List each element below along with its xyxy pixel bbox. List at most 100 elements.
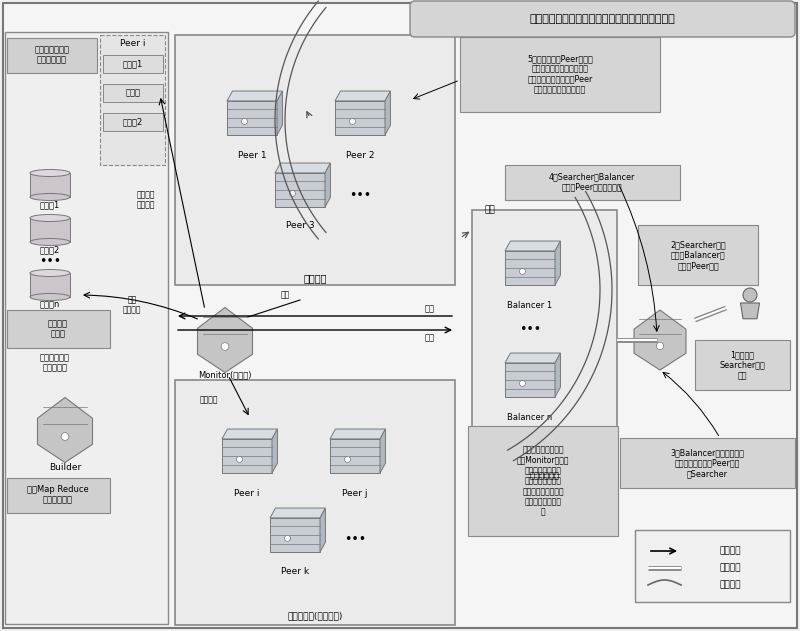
Bar [100,35,165,165]
Polygon shape [272,429,278,473]
Bar [103,55,163,73]
Text: 调用关系: 调用关系 [720,546,742,555]
Text: 3、Balancer接受请求，根
据负载选择合适的Peer返回
给Searcher: 3、Balancer接受请求，根 据负载选择合适的Peer返回 给Searche… [670,448,744,478]
Text: 负载均衡模块: 负载均衡模块 [530,471,560,480]
Bar [620,438,795,488]
Bar [695,340,790,390]
Text: 并行创建索引
存储索引块: 并行创建索引 存储索引块 [40,353,70,373]
Circle shape [61,433,69,440]
Text: 当发现稳定的索索并
后，Monitor将要求
非工作集群进行切
换，成功后进行切
换，使之成为工作集
前，前工作集群淘
置: 当发现稳定的索索并 后，Monitor将要求 非工作集群进行切 换，成功后进行切… [517,445,570,517]
Polygon shape [320,508,326,552]
Bar [103,84,163,102]
Text: 一种基于对等结构的分布式高维索引并行查询框架: 一种基于对等结构的分布式高维索引并行查询框架 [529,14,675,24]
Bar [472,210,617,485]
Circle shape [290,191,295,196]
Circle shape [285,536,290,541]
Text: 索引块1: 索引块1 [40,201,60,209]
Text: 注册: 注册 [425,305,435,314]
Text: •••: ••• [344,533,366,546]
Text: 子工作集群(索引更新): 子工作集群(索引更新) [287,611,342,620]
Ellipse shape [30,170,70,177]
Polygon shape [277,91,282,135]
Polygon shape [505,353,561,363]
Polygon shape [335,91,390,101]
Text: Peer j: Peer j [342,488,368,497]
Circle shape [242,119,247,124]
Bar [635,530,790,602]
Text: 工作集群: 工作集群 [303,273,326,283]
Polygon shape [198,307,253,372]
Text: Peer 1: Peer 1 [238,151,266,160]
Bar [222,439,272,473]
Text: 对等关系: 对等关系 [720,581,742,589]
Circle shape [221,343,229,350]
Text: 分布式存
储系统: 分布式存 储系统 [48,319,68,339]
Bar [330,439,380,473]
Bar [505,165,680,200]
FancyBboxPatch shape [410,1,795,37]
Text: •••: ••• [349,189,371,201]
Polygon shape [634,310,686,370]
Bar [270,518,320,552]
Text: 集群切换: 集群切换 [199,396,218,404]
Text: Peer k: Peer k [281,567,309,577]
Bar [638,225,758,285]
Circle shape [519,380,526,386]
Text: 2、Searcher向某
一可用Balancer请
求可用Peer节点: 2、Searcher向某 一可用Balancer请 求可用Peer节点 [670,240,726,270]
Bar [5,32,168,624]
Bar [175,380,455,625]
Polygon shape [555,353,561,397]
Bar [103,113,163,131]
Ellipse shape [30,269,70,276]
Circle shape [237,456,242,463]
Ellipse shape [30,239,70,245]
Text: 子进程1: 子进程1 [123,59,143,69]
Text: •••: ••• [39,256,61,269]
Circle shape [519,268,526,274]
Polygon shape [38,398,93,463]
Text: Balancer n: Balancer n [507,413,553,422]
Circle shape [350,119,355,124]
Bar [30,273,70,297]
Ellipse shape [30,194,70,201]
Polygon shape [330,429,386,439]
Text: Builder: Builder [49,463,81,471]
Text: 1、用户向
Searcher发起
请求: 1、用户向 Searcher发起 请求 [719,350,765,380]
Bar [30,173,70,197]
Text: 主进程: 主进程 [126,88,141,98]
Polygon shape [222,429,278,439]
Bar [7,478,110,513]
Text: 同步: 同步 [425,334,435,343]
Text: 5、接受查询的Peer作为临
时主节点，进一步分发查询
请求，获得本地及其他Peer
的查询结果并整合后返回: 5、接受查询的Peer作为临 时主节点，进一步分发查询 请求，获得本地及其他Pe… [527,54,593,94]
Text: 4、Searcher向Balancer
返回的Peer节点发起查询: 4、Searcher向Balancer 返回的Peer节点发起查询 [549,172,635,192]
Circle shape [345,456,350,463]
Text: 装入索引块文件
并在内存展开: 装入索引块文件 并在内存展开 [34,45,70,65]
Polygon shape [270,508,326,518]
Bar [227,101,277,135]
Text: Balancer 1: Balancer 1 [507,300,553,309]
Bar [505,363,555,397]
Polygon shape [325,163,330,207]
Polygon shape [380,429,386,473]
Ellipse shape [30,293,70,300]
Ellipse shape [30,215,70,221]
Circle shape [656,343,664,350]
Circle shape [743,288,757,302]
Bar [30,218,70,242]
Text: Peer i: Peer i [120,38,146,47]
Text: 采用Map Reduce
框架创建索引: 采用Map Reduce 框架创建索引 [27,485,89,505]
Polygon shape [741,303,759,319]
Bar [7,310,110,348]
Text: Peer 3: Peer 3 [286,221,314,230]
Polygon shape [555,241,561,285]
Text: 数据流向: 数据流向 [720,563,742,572]
Text: 索引块2: 索引块2 [40,245,60,254]
Bar [505,251,555,285]
Text: 索引块n: 索引块n [40,300,60,309]
Bar [7,38,97,73]
Polygon shape [505,241,561,251]
Text: 查询: 查询 [485,206,495,215]
Bar [275,173,325,207]
Bar [175,35,455,285]
Bar [468,426,618,536]
